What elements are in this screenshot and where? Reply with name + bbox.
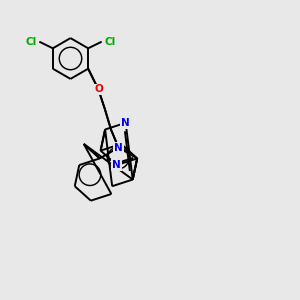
Text: N: N (112, 160, 121, 170)
Text: Cl: Cl (25, 37, 37, 47)
Text: O: O (94, 84, 103, 94)
Text: Cl: Cl (25, 37, 37, 47)
Text: O: O (94, 84, 103, 94)
Text: N: N (114, 142, 123, 153)
Text: N: N (121, 118, 130, 128)
Text: N: N (114, 142, 123, 153)
Text: Cl: Cl (104, 37, 116, 47)
Text: Cl: Cl (104, 37, 116, 47)
